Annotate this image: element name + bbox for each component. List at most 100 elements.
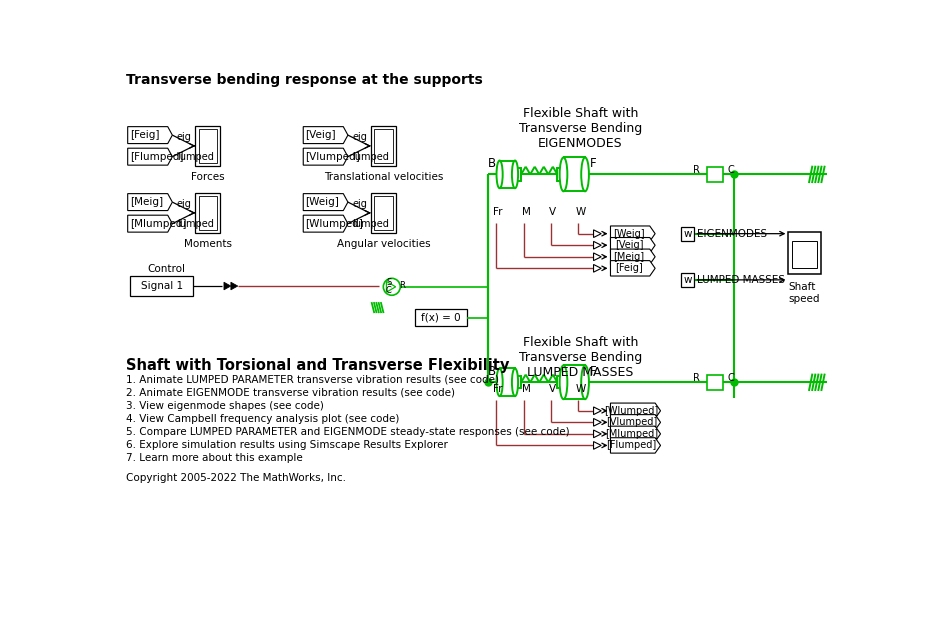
Text: lumped: lumped [176, 219, 213, 228]
Text: [Meig]: [Meig] [130, 197, 163, 207]
Polygon shape [127, 148, 173, 165]
Text: 6. Explore simulation results using Simscape Results Explorer: 6. Explore simulation results using Sims… [126, 440, 447, 450]
Text: 2. Animate EIGENMODE transverse vibration results (see code): 2. Animate EIGENMODE transverse vibratio… [126, 387, 455, 397]
Bar [195, 193, 220, 233]
Text: B: B [487, 365, 496, 378]
Bar [557, 376, 563, 389]
Text: F: F [589, 157, 596, 170]
Text: Translational velocities: Translational velocities [323, 172, 443, 182]
Text: w: w [682, 275, 691, 285]
Ellipse shape [559, 157, 567, 191]
Ellipse shape [581, 365, 588, 399]
Polygon shape [127, 215, 173, 232]
Text: C: C [727, 165, 733, 175]
Text: [Flumped]: [Flumped] [606, 441, 656, 451]
Text: Copyright 2005-2022 The MathWorks, Inc.: Copyright 2005-2022 The MathWorks, Inc. [126, 473, 346, 483]
Text: [Mlumped]: [Mlumped] [130, 219, 187, 228]
Bar [707, 374, 722, 390]
Bar [374, 196, 393, 230]
Circle shape [383, 279, 400, 295]
Text: Moments: Moments [184, 239, 231, 249]
Text: 4. View Campbell frequency analysis plot (see code): 4. View Campbell frequency analysis plot… [126, 414, 399, 424]
Text: Signal 1: Signal 1 [140, 281, 183, 291]
Text: eig: eig [352, 132, 367, 142]
Text: Flexible Shaft with
Transverse Bending
LUMPED MASSES: Flexible Shaft with Transverse Bending L… [518, 336, 641, 379]
Text: EIGENMODES: EIGENMODES [697, 228, 767, 239]
Polygon shape [593, 430, 600, 438]
Bar [499, 368, 514, 396]
Text: C: C [727, 373, 733, 383]
Polygon shape [610, 403, 660, 418]
Text: 7. Learn more about this example: 7. Learn more about this example [126, 453, 303, 463]
Text: Shaft
speed: Shaft speed [788, 282, 819, 304]
Polygon shape [303, 148, 347, 165]
Polygon shape [593, 241, 600, 249]
Text: V: V [548, 384, 555, 394]
Text: W: W [575, 384, 586, 394]
Text: Angular velocities: Angular velocities [336, 239, 430, 249]
Text: S: S [386, 279, 391, 287]
Text: LUMPED MASSES: LUMPED MASSES [697, 275, 785, 285]
Bar [130, 276, 193, 296]
Polygon shape [593, 253, 600, 261]
Text: lumped: lumped [352, 152, 389, 162]
Bar [680, 273, 693, 287]
Bar [563, 365, 585, 399]
Text: R: R [692, 165, 699, 175]
Text: eig: eig [176, 132, 192, 142]
Bar [563, 157, 585, 191]
Text: [Feig]: [Feig] [130, 130, 160, 140]
Text: 3. View eigenmode shapes (see code): 3. View eigenmode shapes (see code) [126, 400, 324, 411]
Text: [Vlumped]: [Vlumped] [605, 417, 657, 427]
Polygon shape [610, 261, 654, 276]
Text: eig: eig [352, 199, 367, 209]
Polygon shape [593, 264, 600, 272]
Polygon shape [386, 282, 395, 292]
Text: [Wlumped]: [Wlumped] [604, 406, 658, 416]
Text: w: w [682, 228, 691, 239]
Polygon shape [127, 127, 173, 144]
Text: [Feig]: [Feig] [614, 263, 642, 274]
Bar [370, 126, 395, 166]
Bar [499, 160, 514, 188]
Polygon shape [610, 249, 654, 264]
Text: Flexible Shaft with
Transverse Bending
EIGENMODES: Flexible Shaft with Transverse Bending E… [518, 106, 641, 150]
Bar [788, 232, 819, 274]
Text: Forces: Forces [191, 172, 225, 182]
Polygon shape [610, 415, 660, 430]
Text: V: V [548, 207, 555, 217]
Text: [Flumped]: [Flumped] [130, 152, 184, 162]
Polygon shape [231, 282, 238, 290]
Text: 5. Compare LUMPED PARAMETER and EIGENMODE steady-state responses (see code): 5. Compare LUMPED PARAMETER and EIGENMOD… [126, 427, 569, 437]
Polygon shape [610, 438, 660, 453]
Text: [Weig]: [Weig] [612, 228, 644, 239]
Text: [Veig]: [Veig] [305, 130, 336, 140]
Ellipse shape [496, 368, 502, 396]
Text: [Veig]: [Veig] [614, 240, 642, 250]
Ellipse shape [511, 368, 518, 396]
Text: B: B [487, 157, 496, 170]
Ellipse shape [511, 160, 518, 188]
Text: lumped: lumped [352, 219, 389, 228]
Text: 1. Animate LUMPED PARAMETER transverse vibration results (see code): 1. Animate LUMPED PARAMETER transverse v… [126, 374, 498, 384]
Polygon shape [303, 194, 347, 210]
Text: Fr: Fr [493, 384, 502, 394]
Bar [415, 309, 467, 326]
Bar [792, 241, 816, 268]
Polygon shape [224, 282, 231, 290]
Text: R: R [692, 373, 699, 383]
Bar [195, 126, 220, 166]
Text: Control: Control [148, 264, 186, 274]
Text: Shaft with Torsional and Transverse Flexibility: Shaft with Torsional and Transverse Flex… [126, 358, 509, 373]
Polygon shape [593, 407, 600, 415]
Bar [514, 376, 521, 389]
Bar [374, 129, 393, 163]
Bar [199, 129, 217, 163]
Text: W: W [575, 207, 586, 217]
Text: [Vlumped]: [Vlumped] [305, 152, 360, 162]
Polygon shape [593, 441, 600, 449]
Polygon shape [303, 127, 347, 144]
Text: [Wlumped]: [Wlumped] [305, 219, 363, 228]
Text: C: C [385, 286, 392, 295]
Text: eig: eig [176, 199, 192, 209]
